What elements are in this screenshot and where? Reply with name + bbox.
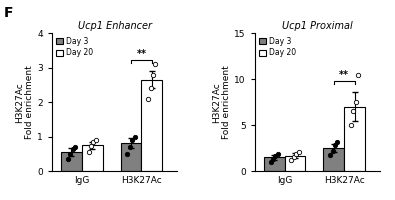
Point bbox=[70, 147, 76, 150]
Legend: Day 3, Day 20: Day 3, Day 20 bbox=[56, 37, 94, 57]
Point bbox=[355, 73, 361, 76]
Point bbox=[93, 138, 99, 142]
Bar bbox=[141, 80, 162, 171]
Point bbox=[65, 157, 71, 161]
Point bbox=[90, 140, 97, 143]
Point bbox=[291, 156, 297, 159]
Text: F: F bbox=[4, 6, 13, 20]
Point bbox=[348, 124, 354, 127]
Point bbox=[132, 135, 138, 138]
Point bbox=[127, 145, 133, 149]
Point bbox=[295, 150, 302, 153]
Bar bbox=[82, 145, 103, 171]
Point bbox=[148, 87, 154, 90]
Point bbox=[275, 152, 281, 155]
Point bbox=[124, 152, 131, 155]
Point bbox=[329, 149, 336, 153]
Title: Ucp1 Proximal: Ucp1 Proximal bbox=[282, 21, 353, 31]
Point bbox=[72, 145, 78, 149]
Point bbox=[270, 158, 276, 161]
Point bbox=[145, 97, 152, 100]
Text: **: ** bbox=[339, 70, 349, 80]
Point bbox=[272, 154, 278, 157]
Legend: Day 3, Day 20: Day 3, Day 20 bbox=[258, 37, 296, 57]
Bar bbox=[61, 152, 82, 171]
Point bbox=[288, 159, 295, 162]
Point bbox=[85, 151, 92, 154]
Point bbox=[267, 160, 274, 164]
Text: **: ** bbox=[136, 49, 147, 59]
Point bbox=[129, 138, 135, 142]
Point bbox=[332, 144, 338, 147]
Point bbox=[334, 140, 340, 143]
Bar bbox=[324, 148, 344, 171]
Bar bbox=[120, 143, 141, 171]
Bar bbox=[263, 157, 284, 171]
Point bbox=[327, 153, 333, 156]
Y-axis label: H3K27Ac
Fold enrichment: H3K27Ac Fold enrichment bbox=[15, 65, 34, 139]
Point bbox=[88, 145, 94, 148]
Point bbox=[350, 110, 357, 113]
Y-axis label: H3K27Ac
Fold enrichment: H3K27Ac Fold enrichment bbox=[212, 65, 231, 139]
Title: Ucp1 Enhancer: Ucp1 Enhancer bbox=[77, 21, 152, 31]
Point bbox=[353, 101, 359, 104]
Point bbox=[150, 73, 156, 76]
Point bbox=[152, 63, 159, 66]
Point bbox=[293, 152, 299, 155]
Point bbox=[67, 152, 73, 155]
Bar bbox=[344, 107, 365, 171]
Bar bbox=[284, 156, 305, 171]
